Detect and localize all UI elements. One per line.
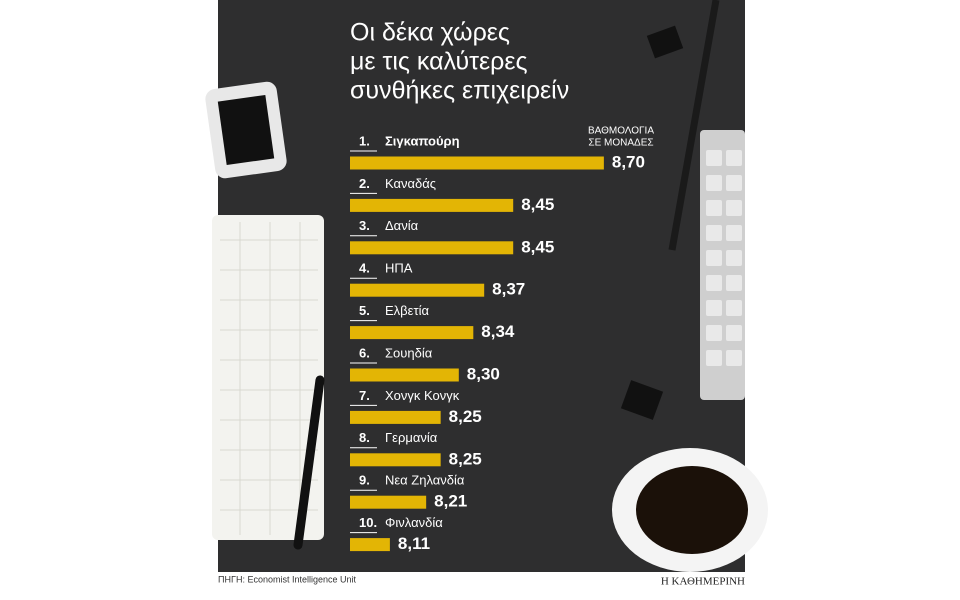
footer-band [0,572,960,600]
value-label: 8,25 [449,449,482,468]
country-label: ΗΠΑ [385,261,413,276]
phone-screen [217,94,275,166]
bar [350,326,474,340]
value-header-line: ΣΕ ΜΟΝΑΔΕΣ [588,138,653,149]
value-label: 8,37 [492,280,525,299]
bar [350,495,427,509]
clip [620,380,664,420]
country-label: Σουηδία [385,345,433,360]
rank: 1. [359,133,370,148]
publisher: Η ΚΑΘΗΜΕΡΙΝΗ [661,576,745,588]
source: ΠΗΓΗ: Economist Intelligence Unit [218,574,357,584]
rank: 9. [359,473,370,488]
notebook-grid [220,222,318,535]
country-label: Φινλανδία [385,515,443,530]
rank: 10. [359,515,377,530]
clip [646,25,684,59]
value-header: ΒΑΘΜΟΛΟΓΙΑ ΣΕ ΜΟΝΑΔΕΣ [588,126,654,149]
bar [350,241,514,255]
bar [350,368,459,382]
rank: 7. [359,388,370,403]
pen [293,375,325,550]
bar [350,538,390,552]
rank: 4. [359,261,370,276]
bar [350,198,514,212]
value-label: 8,45 [521,195,554,214]
value-label: 8,45 [521,237,554,256]
rank: 8. [359,430,370,445]
country-label: Καναδάς [385,176,436,191]
country-label: Δανία [385,218,419,233]
rank: 6. [359,345,370,360]
bar [350,283,485,297]
rank: 5. [359,303,370,318]
keyboard [700,130,745,400]
value-label: 8,34 [481,322,515,341]
bar [350,156,604,170]
pencil [668,0,720,251]
title: Οι δέκα χώρες με τις καλύτερες συνθήκες … [350,19,569,105]
bar [350,410,441,424]
value-label: 8,25 [449,407,482,426]
title-line: Οι δέκα χώρες [350,19,510,47]
value-header-line: ΒΑΘΜΟΛΟΓΙΑ [588,126,654,137]
country-label: Ελβετία [385,303,429,318]
country-label: Γερμανία [385,430,438,445]
rank: 3. [359,218,370,233]
value-label: 8,30 [467,364,500,383]
title-line: με τις καλύτερες [350,48,528,76]
country-label: Νεα Ζηλανδία [385,473,465,488]
coffee [636,466,748,554]
rank: 2. [359,176,370,191]
title-line: συνθήκες επιχειρείν [350,77,569,105]
value-label: 8,21 [434,492,467,511]
country-label: Χονγκ Κονγκ [385,388,460,403]
value-label: 8,11 [398,534,430,553]
value-label: 8,70 [612,152,645,171]
country-label: Σιγκαπούρη [385,133,460,148]
bar [350,453,441,467]
